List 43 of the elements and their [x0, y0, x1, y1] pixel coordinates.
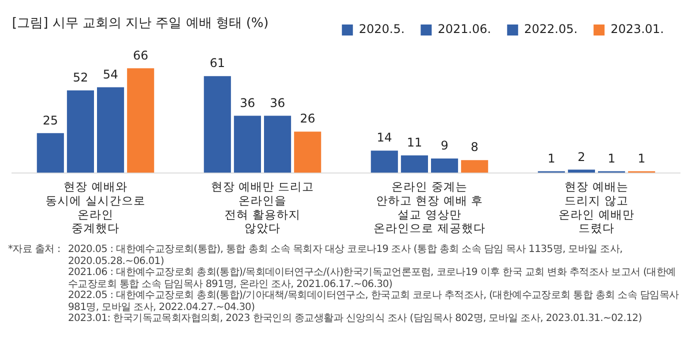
- text: 2021.06 : 대한예수교장로회 총회(통합)/목회데이터연구소/(사)한국기독교언론포럼, 코로나19 이후 한국 교회 변화 추적조사 보고서 (대한예수교장로회 통합 소속 담임목사 891명, 온라인 조사, 2021.06.17.~06.30): [68, 267, 677, 290]
- x-tick-label: 현장 예배와 동시에 실시간으로 온라인 중계했다: [46, 180, 146, 236]
- bar: [400, 155, 428, 173]
- bar: [127, 68, 154, 173]
- text: 2020.05 : 대한예수교장로회(통합), 통합 총회 소속 목회자 대상 코로나19 조사 (통합 총회 소속 담임 목사 1135명, 모바일 조사, 2020.05.28.~06.01): [68, 244, 624, 267]
- legend-label: 2023.01.: [610, 22, 664, 36]
- data-label: 66: [132, 48, 148, 62]
- bar: [264, 116, 292, 173]
- x-tick-label: 현장 예배만 드리고 온라인을 전혀 활용하지 않았다: [210, 180, 314, 236]
- data-label: 11: [406, 135, 422, 150]
- data-label: 61: [210, 56, 226, 70]
- bar: [97, 87, 124, 173]
- data-label: 36: [240, 96, 256, 110]
- bar: [36, 133, 64, 173]
- data-label: 1: [548, 151, 556, 166]
- chart-title: [그림] 시무 교회의 지난 주일 예배 형태 (%): [12, 15, 269, 32]
- data-label: 26: [300, 112, 316, 126]
- x-tick-label: 현장 예배는 드리지 않고 온라인 예배만 드렸다: [558, 180, 634, 236]
- text: *자료 출처 :: [8, 244, 62, 257]
- data-label: 2: [578, 150, 586, 164]
- legend-label: 2020.5.: [358, 22, 405, 36]
- data-label: 14: [376, 130, 392, 145]
- data-label: 1: [638, 151, 646, 166]
- data-label: 25: [42, 113, 58, 128]
- legend-label: 2022.05.: [524, 22, 578, 36]
- bar: [204, 76, 231, 173]
- bar: [461, 160, 488, 173]
- bar: [66, 90, 94, 173]
- text: 2022.05 : 대한예수교장로회 총회(통합)/기아대책/목회데이터연구소, 한국교회 코로나 추적조사, (대한예수교장로회 통합 총회 소속 담임목사 981명, 모바일 조사, 2022.04.27.~04.30): [68, 290, 680, 313]
- text: 2023.01: 한국기독교목회자협의회, 2023 한국인의 종교생활과 신앙의식 조사 (담임목사 802명, 모바일 조사, 2023.01.31.~02.12): [68, 313, 643, 324]
- bar: [294, 132, 322, 173]
- data-label: 9: [440, 138, 448, 153]
- x-tick-label: 온라인 중계는 안하고 현장 예배 후 설교 영상만 온라인으로 제공했다: [374, 180, 486, 236]
- data-label: 52: [72, 70, 88, 85]
- data-label: 8: [470, 140, 478, 154]
- data-label: 36: [270, 96, 286, 110]
- bar: [431, 158, 458, 173]
- data-label: 1: [608, 151, 616, 166]
- legend-label: 2021.06.: [438, 22, 492, 36]
- bar: [370, 150, 398, 173]
- bar: [234, 116, 261, 173]
- data-label: 54: [102, 67, 118, 82]
- bar: [568, 170, 595, 173]
